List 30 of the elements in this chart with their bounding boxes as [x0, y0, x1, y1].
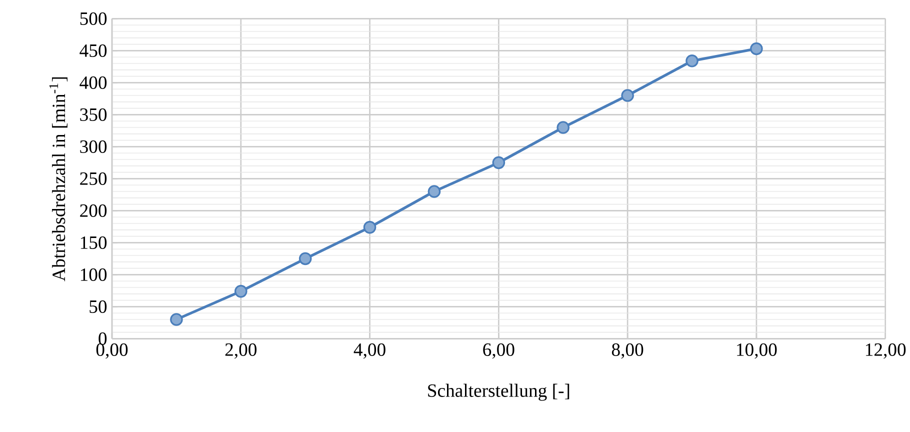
y-tick-label: 250 — [80, 172, 107, 185]
point — [750, 42, 763, 56]
y-tick-label: 0 — [98, 332, 107, 345]
y-tick-label: 350 — [80, 108, 107, 121]
x-tick-label: 8,00 — [612, 343, 644, 359]
x-tick-label: 4,00 — [354, 343, 386, 359]
y-tick-label: 50 — [90, 300, 107, 313]
point — [234, 284, 248, 298]
point — [686, 54, 698, 68]
point — [492, 156, 506, 170]
point — [428, 185, 441, 198]
y-tick-label: 150 — [80, 236, 107, 249]
y-tick-label: 100 — [80, 268, 107, 281]
y-tick-label: 300 — [80, 140, 107, 153]
y-tick-label: 500 — [80, 12, 107, 25]
point — [363, 220, 376, 234]
x-tick-label: 10,00 — [737, 343, 777, 359]
x-tick-label: 12,00 — [866, 343, 906, 359]
point — [556, 121, 570, 134]
x-tick-label: 6,00 — [483, 343, 514, 359]
y-tick-label: 200 — [80, 204, 107, 217]
point — [621, 89, 634, 102]
x-axis-title: Schalterstellung [-] — [428, 384, 570, 401]
y-tick-label: 400 — [80, 76, 107, 89]
point — [170, 313, 183, 326]
x-tick-label: 2,00 — [225, 343, 257, 359]
point — [298, 252, 312, 266]
x-tick-label: 0,00 — [96, 343, 128, 359]
y-tick-label: 450 — [80, 44, 107, 57]
y-axis-title: Abtriebsdrehzahl in [min$^{-1}$] — [49, 77, 68, 282]
